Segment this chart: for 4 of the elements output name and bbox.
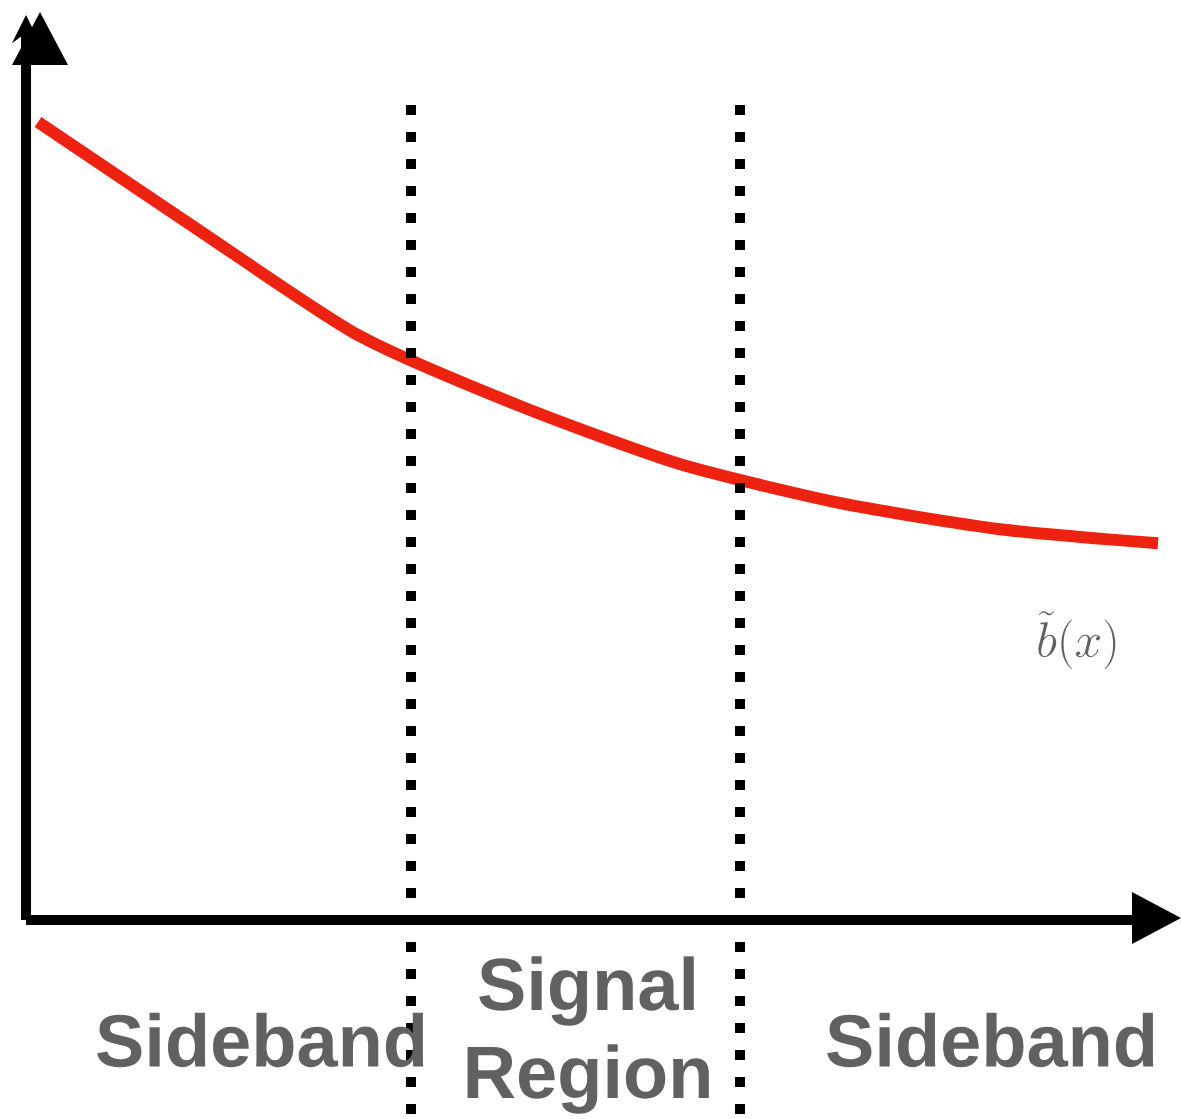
text: Sideband — [97, 1012, 424, 1068]
text: Sideband — [827, 1012, 1154, 1068]
text: $\tilde{b}(x)$ — [1038, 610, 1116, 670]
text: Signal Region — [467, 956, 709, 1114]
